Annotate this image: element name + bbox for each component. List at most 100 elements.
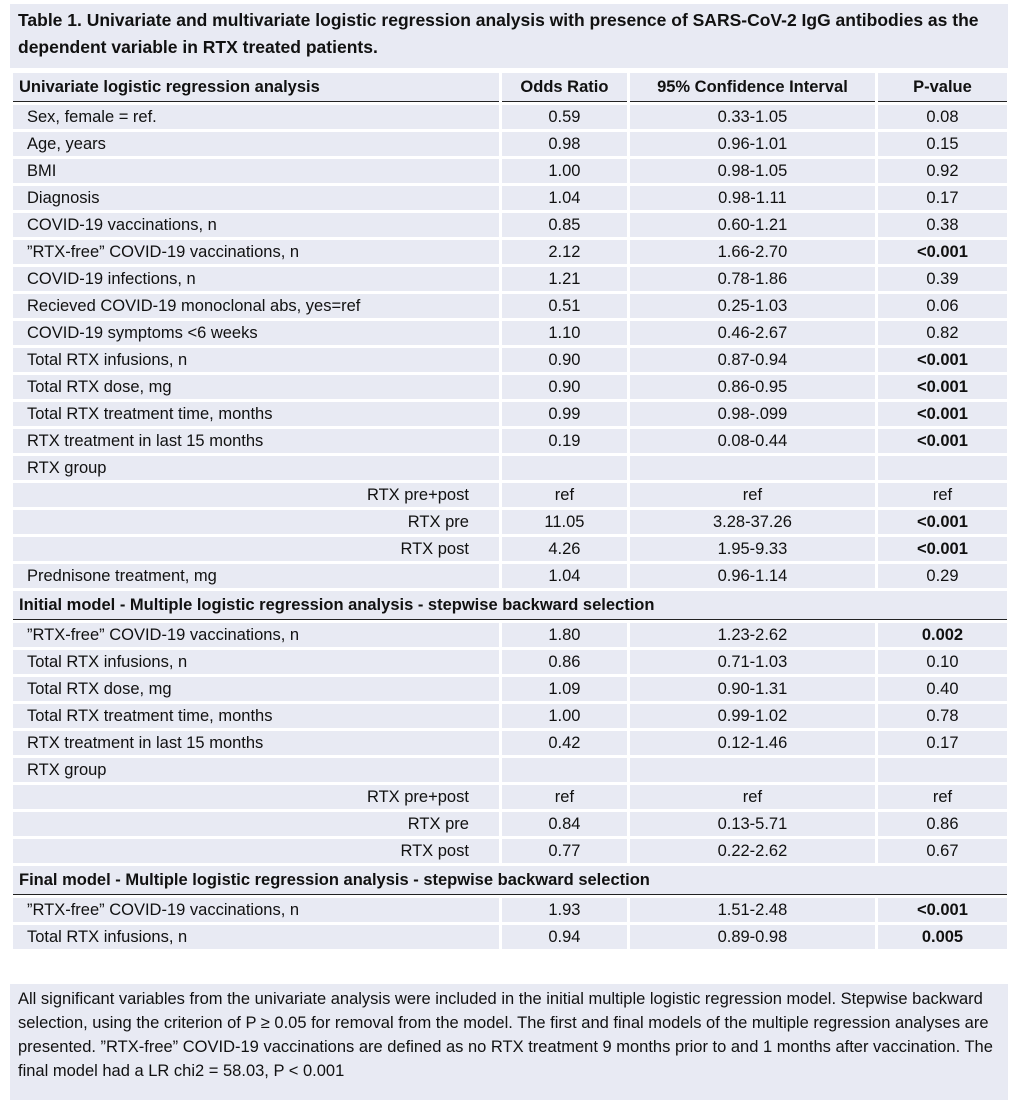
- p-value-cell: <0.001: [877, 510, 1007, 534]
- section-heading-row: Initial model - Multiple logistic regres…: [13, 591, 1007, 620]
- odds-ratio-cell: 0.19: [501, 429, 627, 453]
- ci-cell: 0.13-5.71: [629, 812, 875, 836]
- table-row: Total RTX treatment time, months 0.99 0.98…: [13, 402, 1007, 426]
- variable-cell: Age, years: [13, 132, 499, 156]
- ci-cell: 0.96-1.01: [629, 132, 875, 156]
- table-footnote: All significant variables from the univa…: [10, 984, 1008, 1100]
- p-value-cell: 0.82: [877, 321, 1007, 345]
- variable-cell: ”RTX-free” COVID-19 vaccinations, n: [13, 240, 499, 264]
- table-row: Total RTX infusions, n 0.90 0.87-0.94 <0.00…: [13, 348, 1007, 372]
- odds-ratio-cell: 4.26: [501, 537, 627, 561]
- odds-ratio-cell: [501, 456, 627, 480]
- ci-cell: 0.99-1.02: [629, 704, 875, 728]
- odds-ratio-cell: 0.98: [501, 132, 627, 156]
- p-value-cell: <0.001: [877, 898, 1007, 922]
- p-value-cell: 0.10: [877, 650, 1007, 674]
- p-value-cell: [877, 758, 1007, 782]
- table-row: Prednisone treatment, mg 1.04 0.96-1.14 0.2…: [13, 564, 1007, 588]
- column-header-ci: 95% Confidence Interval: [629, 73, 875, 102]
- table-row: Total RTX treatment time, months 1.00 0.99…: [13, 704, 1007, 728]
- variable-cell: RTX treatment in last 15 months: [13, 731, 499, 755]
- table-title: Table 1. Univariate and multivariate log…: [10, 4, 1008, 68]
- ci-cell: 1.95-9.33: [629, 537, 875, 561]
- variable-cell: RTX post: [13, 537, 499, 561]
- odds-ratio-cell: 0.85: [501, 213, 627, 237]
- odds-ratio-cell: 1.09: [501, 677, 627, 701]
- variable-cell: RTX pre+post: [13, 483, 499, 507]
- variable-cell: RTX pre: [13, 812, 499, 836]
- p-value-cell: [877, 456, 1007, 480]
- p-value-cell: ref: [877, 785, 1007, 809]
- table-row: COVID-19 vaccinations, n 0.85 0.60-1.21 0.3…: [13, 213, 1007, 237]
- ci-cell: 0.89-0.98: [629, 925, 875, 949]
- ci-cell: 0.25-1.03: [629, 294, 875, 318]
- table-row: RTX pre+post ref ref ref: [13, 785, 1007, 809]
- column-header-p-value: P-value: [877, 73, 1007, 102]
- ci-cell: 0.96-1.14: [629, 564, 875, 588]
- ci-cell: 0.98-.099: [629, 402, 875, 426]
- odds-ratio-cell: 1.80: [501, 623, 627, 647]
- ci-cell: 0.86-0.95: [629, 375, 875, 399]
- ci-cell: 0.98-1.05: [629, 159, 875, 183]
- ci-cell: 0.87-0.94: [629, 348, 875, 372]
- odds-ratio-cell: [501, 758, 627, 782]
- odds-ratio-cell: 0.90: [501, 375, 627, 399]
- odds-ratio-cell: 0.59: [501, 105, 627, 129]
- ci-cell: 0.78-1.86: [629, 267, 875, 291]
- p-value-cell: <0.001: [877, 429, 1007, 453]
- ci-cell: 1.66-2.70: [629, 240, 875, 264]
- variable-cell: Total RTX dose, mg: [13, 677, 499, 701]
- header-row: Univariate logistic regression analysis …: [13, 73, 1007, 102]
- variable-cell: Total RTX treatment time, months: [13, 704, 499, 728]
- variable-cell: Total RTX infusions, n: [13, 925, 499, 949]
- variable-cell: Diagnosis: [13, 186, 499, 210]
- odds-ratio-cell: 1.04: [501, 186, 627, 210]
- table-row: RTX pre 11.05 3.28-37.26 <0.001: [13, 510, 1007, 534]
- p-value-cell: 0.78: [877, 704, 1007, 728]
- variable-cell: RTX post: [13, 839, 499, 863]
- column-header-odds-ratio: Odds Ratio: [501, 73, 627, 102]
- variable-cell: Sex, female = ref.: [13, 105, 499, 129]
- table-row: Sex, female = ref. 0.59 0.33-1.05 0.08: [13, 105, 1007, 129]
- odds-ratio-cell: 1.10: [501, 321, 627, 345]
- odds-ratio-cell: 1.00: [501, 704, 627, 728]
- odds-ratio-cell: 11.05: [501, 510, 627, 534]
- ci-cell: 0.71-1.03: [629, 650, 875, 674]
- ci-cell: 0.12-1.46: [629, 731, 875, 755]
- variable-cell: RTX group: [13, 758, 499, 782]
- ci-cell: 0.60-1.21: [629, 213, 875, 237]
- p-value-cell: 0.38: [877, 213, 1007, 237]
- ci-cell: ref: [629, 785, 875, 809]
- variable-cell: BMI: [13, 159, 499, 183]
- odds-ratio-cell: 1.04: [501, 564, 627, 588]
- table-row: Total RTX dose, mg 1.09 0.90-1.31 0.40: [13, 677, 1007, 701]
- odds-ratio-cell: 0.77: [501, 839, 627, 863]
- odds-ratio-cell: 1.00: [501, 159, 627, 183]
- p-value-cell: 0.86: [877, 812, 1007, 836]
- variable-cell: ”RTX-free” COVID-19 vaccinations, n: [13, 898, 499, 922]
- odds-ratio-cell: ref: [501, 785, 627, 809]
- table-row: ”RTX-free” COVID-19 vaccinations, n 1.93 1…: [13, 898, 1007, 922]
- variable-cell: Recieved COVID-19 monoclonal abs, yes=re…: [13, 294, 499, 318]
- table-row: Recieved COVID-19 monoclonal abs, yes=re…: [13, 294, 1007, 318]
- p-value-cell: <0.001: [877, 240, 1007, 264]
- ci-cell: 0.33-1.05: [629, 105, 875, 129]
- p-value-cell: <0.001: [877, 375, 1007, 399]
- section-heading: Initial model - Multiple logistic regres…: [13, 591, 1007, 620]
- variable-cell: Total RTX treatment time, months: [13, 402, 499, 426]
- table-row: ”RTX-free” COVID-19 vaccinations, n 1.80 1…: [13, 623, 1007, 647]
- odds-ratio-cell: 0.99: [501, 402, 627, 426]
- variable-cell: RTX pre: [13, 510, 499, 534]
- table-row: RTX group: [13, 758, 1007, 782]
- variable-cell: COVID-19 infections, n: [13, 267, 499, 291]
- ci-cell: ref: [629, 483, 875, 507]
- odds-ratio-cell: 0.86: [501, 650, 627, 674]
- variable-cell: Prednisone treatment, mg: [13, 564, 499, 588]
- table-row: RTX treatment in last 15 months 0.19 0.08-…: [13, 429, 1007, 453]
- section-heading-row: Final model - Multiple logistic regressi…: [13, 866, 1007, 895]
- variable-cell: RTX treatment in last 15 months: [13, 429, 499, 453]
- variable-cell: COVID-19 symptoms <6 weeks: [13, 321, 499, 345]
- p-value-cell: <0.001: [877, 537, 1007, 561]
- odds-ratio-cell: 0.42: [501, 731, 627, 755]
